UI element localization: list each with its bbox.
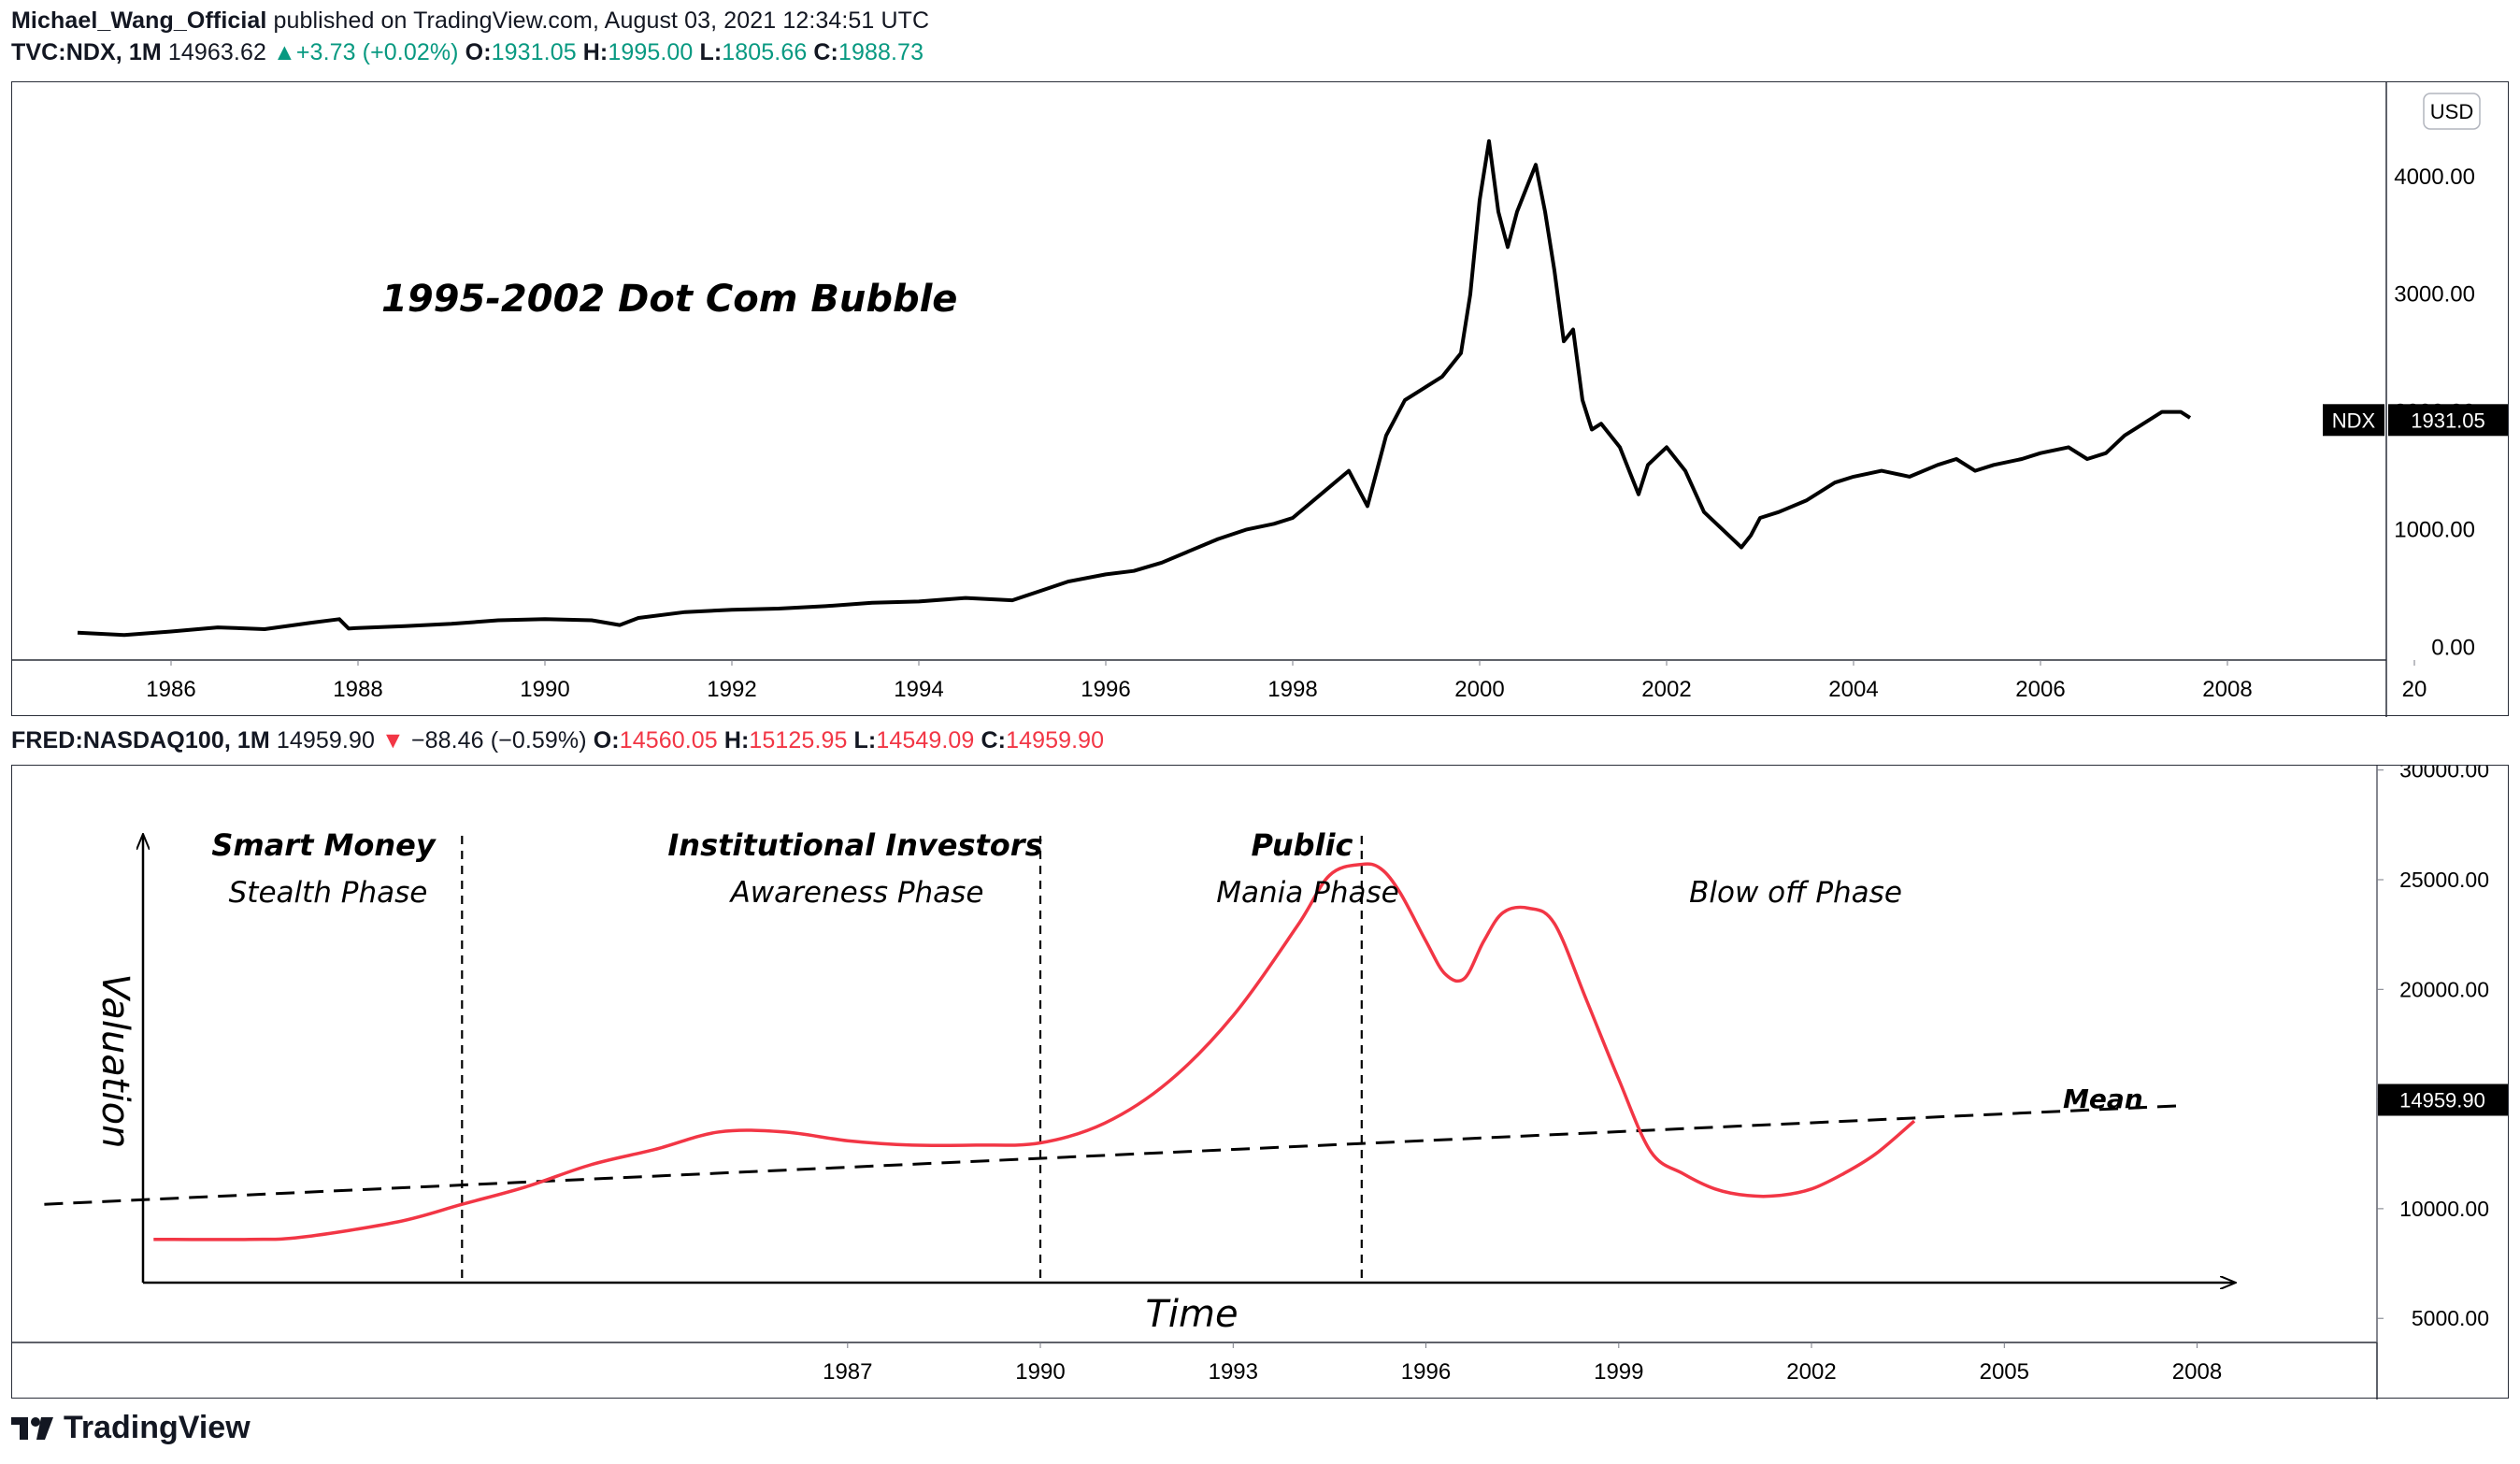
tradingview-logo-text: TradingView <box>64 1410 251 1445</box>
phase-2-subtitle: Awareness Phase <box>729 876 984 910</box>
ndx-price-line <box>77 139 2192 638</box>
y-tick-label: 25000.00 <box>2399 868 2489 892</box>
bottom-down-arrow-icon: ▼ <box>381 727 405 754</box>
x-tick-label: 1993 <box>1209 1359 1258 1385</box>
phase-3-title: Public <box>1252 827 1353 863</box>
x-tick-label: 1990 <box>1015 1359 1065 1385</box>
bottom-c-label: C: <box>981 727 1007 754</box>
x-tick-label: 1992 <box>707 677 756 702</box>
top-low: 1805.66 <box>722 39 808 65</box>
market-cycle-chart: 30000.0025000.0020000.0015000.0010000.00… <box>12 758 2508 1399</box>
valuation-axis-label: Valuation <box>93 974 136 1149</box>
bottom-low: 14549.09 <box>876 727 975 754</box>
x-tick-label: 1996 <box>1081 677 1130 702</box>
nasdaq100-last-value-badge: 14959.90 <box>2378 1084 2508 1116</box>
x-tick-label: 1999 <box>1594 1359 1643 1385</box>
last-value-badge-bg <box>2378 1084 2508 1116</box>
x-tick-label: 1987 <box>823 1359 872 1385</box>
top-high: 1995.00 <box>608 39 694 65</box>
top-up-arrow-icon: ▲ <box>273 39 296 65</box>
bottom-legend: FRED:NASDAQ100, 1M 14959.90 ▼ −88.46 (−0… <box>11 727 1104 754</box>
time-axis-label: Time <box>1145 1293 1238 1336</box>
top-price: 14963.62 <box>167 39 266 65</box>
author-name[interactable]: Michael_Wang_Official <box>11 7 267 34</box>
top-open: 1931.05 <box>491 39 577 65</box>
top-c-label: C: <box>813 39 838 65</box>
currency-button[interactable]: USD <box>2423 93 2481 130</box>
y-tick-label: 4000.00 <box>2394 165 2475 190</box>
top-symbol[interactable]: TVC:NDX, 1M <box>11 39 162 65</box>
y-tick-label: 10000.00 <box>2399 1197 2489 1221</box>
x-tick-label: 1996 <box>1401 1359 1451 1385</box>
x-tick-label: 2000 <box>1454 677 1504 702</box>
mean-line <box>44 1104 2184 1206</box>
bottom-l-label: L: <box>853 727 877 754</box>
top-legend: TVC:NDX, 1M 14963.62 ▲+3.73 (+0.02%) O:1… <box>11 39 924 66</box>
x-tick-label: 2005 <box>1980 1359 2029 1385</box>
top-o-label: O: <box>465 39 492 65</box>
tradingview-logo[interactable]: TradingView <box>11 1410 251 1446</box>
bottom-symbol[interactable]: FRED:NASDAQ100, 1M <box>11 727 270 754</box>
x-tick-label: 2006 <box>2015 677 2065 702</box>
x-tick-label: 1988 <box>333 677 382 702</box>
published-text: published on TradingView.com, August 03,… <box>273 7 930 34</box>
top-change: +3.73 (+0.02%) <box>295 39 459 65</box>
bottom-h-label: H: <box>723 727 750 754</box>
x-tick-label: 2008 <box>2202 677 2252 702</box>
y-tick-label: 20000.00 <box>2399 977 2489 1001</box>
phase-3-subtitle: Mania Phase <box>1216 876 1398 910</box>
dot-com-bubble-annotation[interactable]: 1995-2002 Dot Com Bubble <box>381 278 957 321</box>
mean-label: Mean <box>2063 1084 2143 1114</box>
bottom-close: 14959.90 <box>1006 727 1105 754</box>
top-h-label: H: <box>582 39 609 65</box>
y-tick-label: 3000.00 <box>2394 282 2475 308</box>
last-value-badge-label: 1931.05 <box>2411 409 2485 432</box>
phase-4-subtitle: Blow off Phase <box>1689 876 1902 910</box>
bottom-price: 14959.90 <box>276 727 375 754</box>
x-tick-label: 2002 <box>1786 1359 1836 1385</box>
bottom-high: 15125.95 <box>749 727 848 754</box>
publish-header: Michael_Wang_Official published on Tradi… <box>11 7 929 35</box>
currency-label: USD <box>2430 100 2473 123</box>
nasdaq100-chart-pane[interactable]: 30000.0025000.0020000.0015000.0010000.00… <box>11 758 2509 1399</box>
phase-1-subtitle: Stealth Phase <box>229 876 428 910</box>
x-tick-label: 2004 <box>1828 677 1878 702</box>
symbol-badge-bg <box>2323 404 2384 437</box>
x-tick-label: 1990 <box>520 677 569 702</box>
phase-2-title: Institutional Investors <box>667 827 1042 863</box>
tradingview-logo-icon <box>11 1416 53 1440</box>
y-tick-label: 0.00 <box>2431 636 2475 661</box>
x-tick-label: 20 <box>2402 677 2427 702</box>
symbol-badge-label: NDX <box>2332 409 2376 432</box>
top-close: 1988.73 <box>838 39 924 65</box>
x-tick-label: 1994 <box>894 677 943 702</box>
bottom-open: 14560.05 <box>619 727 718 754</box>
top-l-label: L: <box>699 39 723 65</box>
valuation-curve <box>153 862 1916 1242</box>
x-tick-label: 2002 <box>1641 677 1691 702</box>
bottom-change: −88.46 (−0.59%) <box>410 727 587 754</box>
phase-1-title: Smart Money <box>211 827 437 863</box>
last-value-badge-label: 14959.90 <box>2399 1089 2485 1112</box>
ndx-last-value-badge: NDX 1931.05 <box>2323 404 2508 437</box>
x-tick-label: 2008 <box>2172 1359 2222 1385</box>
x-tick-label: 1986 <box>146 677 195 702</box>
currency-button-frame <box>2423 93 2481 130</box>
y-tick-label: 5000.00 <box>2412 1306 2489 1330</box>
y-tick-label: 1000.00 <box>2394 518 2475 543</box>
x-tick-label: 1998 <box>1267 677 1317 702</box>
bottom-o-label: O: <box>593 727 620 754</box>
y-tick-label: 30000.00 <box>2399 766 2489 782</box>
last-value-badge-bg <box>2388 404 2508 437</box>
